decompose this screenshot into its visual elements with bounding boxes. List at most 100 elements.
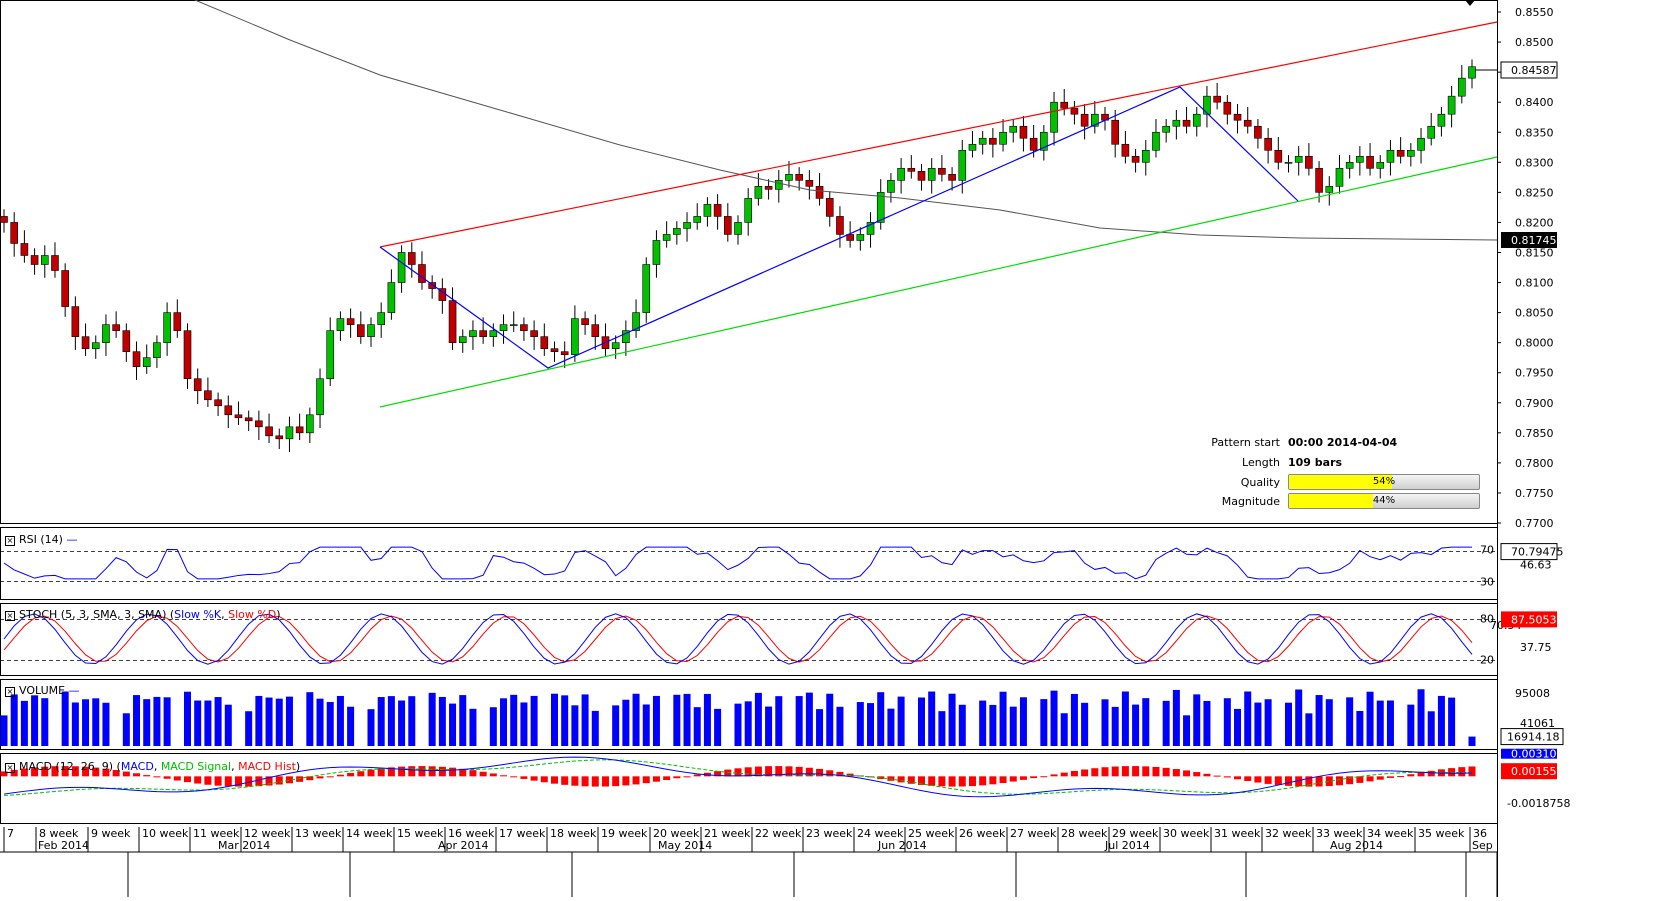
candle-body [948,174,956,181]
candle-body [1233,113,1242,121]
week-tick-label: 10 week [142,827,189,840]
volume-bar [673,694,681,746]
macd-hist-bar [622,776,630,786]
macd-hist-bar [673,776,681,779]
macd-hist-bar [765,766,773,777]
volume-bar [836,706,844,746]
candle-body [112,324,120,331]
volume-bar [265,697,273,746]
candle-body [1305,155,1313,169]
candle-body [917,171,926,181]
volume-bar [530,695,538,746]
stoch-level-label: 20 [1480,654,1494,667]
macd-hist-bar [1183,770,1191,777]
week-tick-label: 36 [1473,827,1487,840]
candle-body [255,420,263,428]
macd-hist-bar [663,776,671,781]
macd-hist-bar [92,767,100,777]
candle-body [1284,162,1293,164]
collapse-icon[interactable]: × [5,611,15,621]
candle-body [887,180,895,193]
macd-hist-bar [51,766,59,777]
candle-body [560,351,569,355]
last-price-label: 0.84587 [1511,64,1557,77]
week-tick-label: 23 week [806,827,853,840]
macd-hist-bar [1234,776,1242,780]
volume-bar [1295,689,1303,746]
volume-bar [92,698,100,746]
macd-hist-bar [1468,766,1476,777]
volume-bar [1427,711,1435,746]
candle-body [764,186,773,190]
volume-bar [1132,704,1140,746]
macd-hist-bar [296,776,304,782]
macd-hist-bar [1121,766,1129,777]
volume-bar [1183,715,1191,746]
macd-hist-bar [642,776,650,784]
pattern-zigzag [379,86,1299,369]
candle-body [530,330,538,337]
volume-bar [1203,700,1211,746]
volume-bar [1172,689,1180,746]
macd-hist-bar [143,775,151,777]
collapse-icon[interactable]: × [5,536,15,546]
macd-hist-bar [1070,770,1078,777]
volume-bar [469,708,477,746]
volume-bar [214,697,222,746]
candle-body [448,300,457,343]
volume-bar [744,701,752,746]
stoch-value-box [1501,611,1557,628]
candle-body [367,324,375,337]
candle-body [815,186,824,199]
candle-body [1243,119,1252,127]
macd-label: × MACD (12, 26, 9) (MACD, MACD Signal, MA… [5,760,301,773]
candle-body [265,426,273,437]
macd-hist-bar [571,776,579,786]
collapse-icon[interactable]: × [5,687,15,697]
macd-hist-bar [510,776,518,778]
week-tick-label: 21 week [704,827,751,840]
week-tick-label: 26 week [959,827,1006,840]
volume-bar [754,692,762,746]
volume-bar [918,697,925,746]
pattern-start-label: Pattern start [1211,436,1280,449]
candle-body [183,330,192,380]
price-tick-label: 0.7800 [1515,457,1554,470]
candle-body [142,357,151,368]
volume-bar [31,695,39,746]
volume-bar [143,699,151,746]
volume-bar [1070,693,1078,746]
week-tick-label: 19 week [601,827,648,840]
collapse-icon[interactable]: × [5,763,15,773]
volume-bar [1009,706,1017,746]
candle-body [785,174,793,181]
week-tick-label: 14 week [346,827,393,840]
candle-body [1029,137,1038,151]
stoch-value-label: 87.50539 [1511,613,1564,626]
candle-body [1040,131,1048,151]
candle-body [1019,125,1028,139]
candle-body [1131,155,1140,163]
indicator-panel-frame [0,603,1498,676]
candle-body [1213,95,1221,103]
volume-bar [805,692,813,746]
macd-hist-bar [1274,776,1282,786]
candle-body [856,234,865,241]
candle-body [336,318,345,331]
week-tick-label: 27 week [1010,827,1057,840]
macd-hist-bar [184,776,191,783]
volume-bar [948,693,956,746]
candle-body [20,243,29,256]
macd-hist-bar [897,776,905,783]
month-tick-label: Sep [1472,839,1493,852]
candle-body [876,192,885,223]
volume-bar [275,698,283,746]
week-tick-label: 31 week [1214,827,1261,840]
macd-hist-bar [1417,772,1425,777]
price-tick-label: 0.8500 [1515,36,1554,49]
candle-body [428,282,436,289]
volume-bar [714,708,722,746]
volume-bar [428,692,436,746]
macd-hist-bar [31,767,39,777]
candle-body [1172,119,1181,127]
